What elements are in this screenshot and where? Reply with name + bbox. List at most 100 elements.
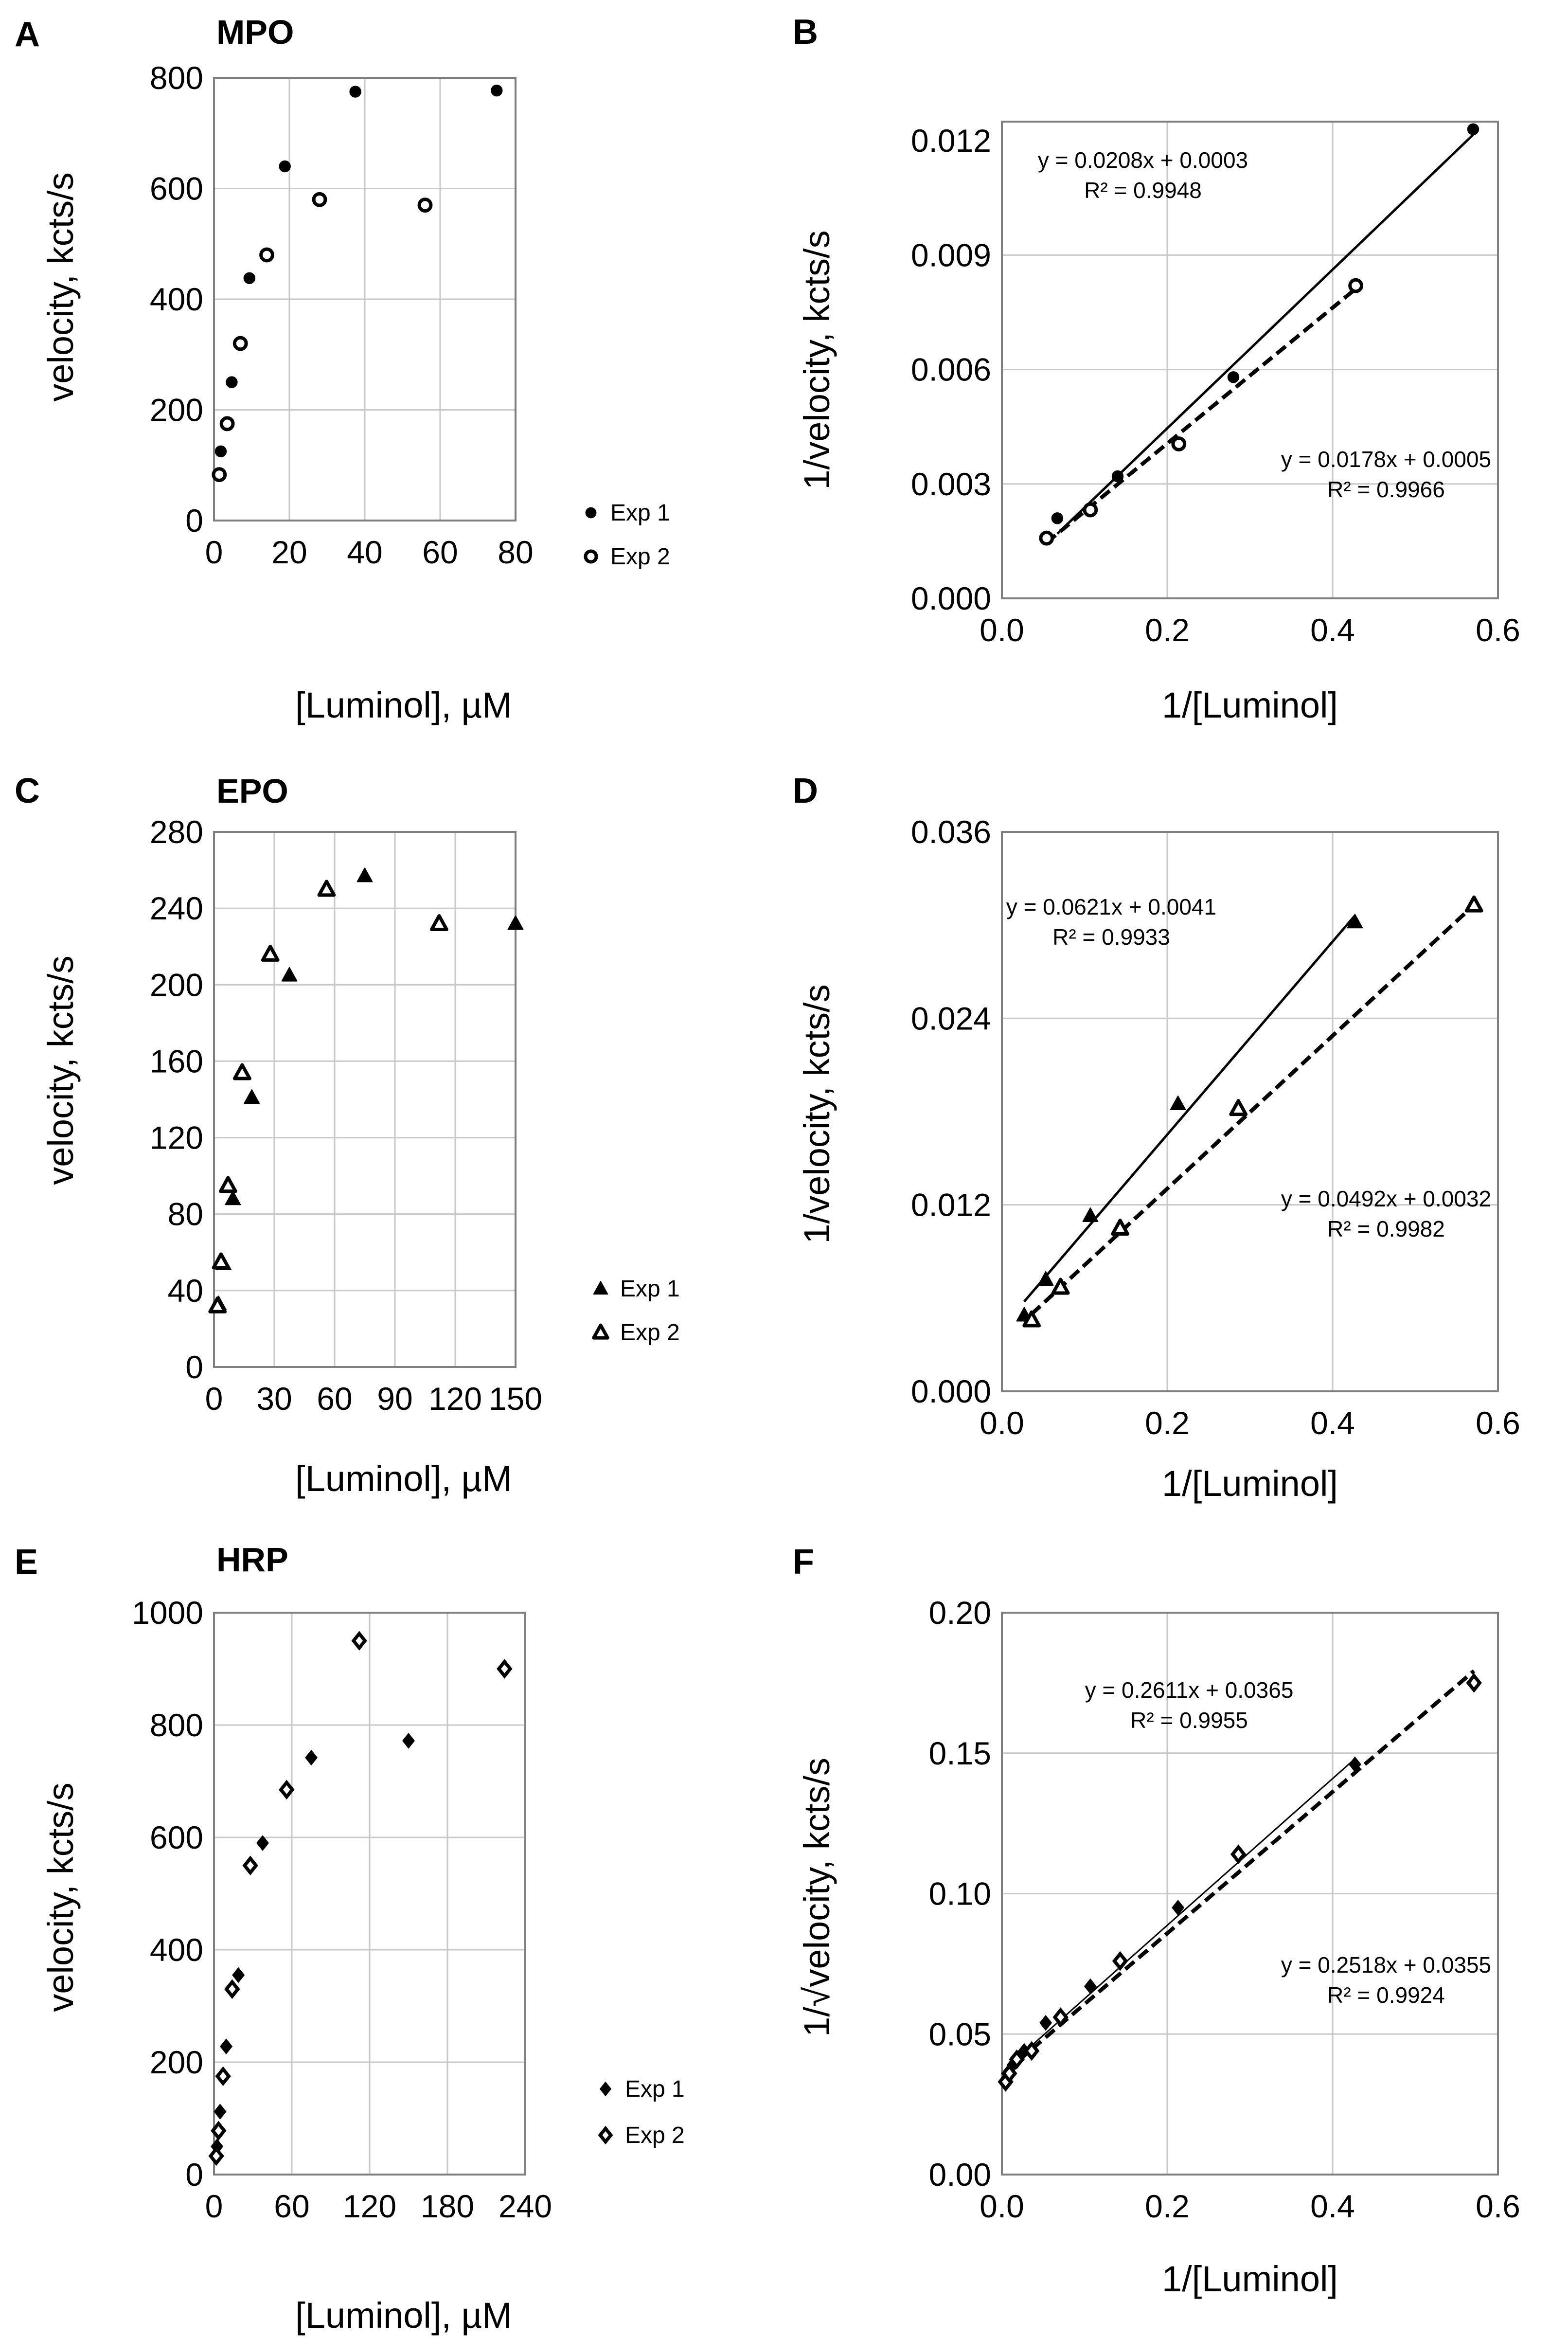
chart-panel-d: 0.0 0.2 0.4 0.6 0.000 0.012 0.024 0.036 1/[Lumin…: [793, 772, 1520, 1504]
data-point-exp-1: [225, 1190, 241, 1205]
y-tick-label: 0: [185, 1349, 203, 1385]
legend-entry: Exp 1: [599, 2076, 685, 2102]
data-point-exp-2: [1052, 2007, 1069, 2027]
data-point-exp-2: [208, 2146, 224, 2166]
trendline-r2: R² = 0.9966: [1327, 477, 1445, 502]
data-point-exp-2: [1039, 530, 1054, 546]
x-tick-label: 90: [377, 1381, 412, 1417]
trendline-exp-2: [1045, 287, 1357, 544]
legend-label: Exp 2: [620, 1320, 680, 1346]
y-tick-label: 600: [150, 171, 203, 207]
data-point-exp-1: [1082, 1207, 1099, 1222]
y-axis-label: velocity, kcts/s: [40, 955, 81, 1185]
x-axis-label: [Luminol], µM: [295, 1458, 512, 1499]
data-point-exp-1: [402, 1733, 415, 1749]
data-point-exp-2: [212, 1252, 231, 1270]
data-point-exp-2: [1022, 1310, 1041, 1328]
data-point-exp-1: [1347, 914, 1363, 929]
x-tick-label: 0.0: [980, 1405, 1024, 1441]
y-axis-label: 1/velocity, kcts/s: [797, 984, 837, 1243]
data-point-exp-1: [232, 1967, 245, 1983]
data-point-exp-1: [256, 1835, 269, 1851]
data-point-exp-2: [351, 1631, 367, 1651]
chart-panel-f: 0.0 0.2 0.4 0.6 0.00 0.05 0.10 0.15 0.20 1/[Lumin…: [793, 1543, 1520, 2299]
data-point-exp-2: [1171, 436, 1187, 451]
trendline-exp-1: [1056, 134, 1474, 535]
x-tick-label: 60: [274, 2188, 309, 2224]
legend-label: Exp 1: [620, 1276, 680, 1302]
trendline-equation: y = 0.2518x + 0.0355: [1281, 1952, 1491, 1978]
y-tick-label: 200: [150, 967, 203, 1003]
data-point-exp-2: [219, 1176, 237, 1193]
legend-label: Exp 1: [625, 2076, 685, 2102]
chart-title: HRP: [216, 1541, 288, 1579]
x-tick-label: 0.2: [1145, 612, 1190, 648]
x-axis-label: 1/[Luminol]: [1162, 685, 1338, 725]
data-point-exp-2: [242, 1855, 258, 1876]
y-tick-label: 0.20: [929, 1595, 991, 1631]
x-tick-label: 0.4: [1310, 612, 1355, 648]
x-tick-label: 0.6: [1476, 2188, 1520, 2224]
y-axis-label: velocity, kcts/s: [40, 1782, 81, 2012]
data-point-exp-1: [1170, 1096, 1186, 1110]
plot-frame: [1001, 831, 1499, 1392]
data-point-exp-2: [312, 192, 327, 207]
data-point-exp-1: [1084, 1978, 1097, 1995]
y-tick-label: 1000: [132, 1595, 203, 1631]
data-point-exp-1: [214, 2104, 227, 2120]
legend-label: Exp 2: [610, 544, 670, 570]
y-axis-label: 1/velocity, kcts/s: [797, 230, 837, 489]
data-point-exp-2: [417, 198, 433, 213]
data-point-exp-1: [1039, 2014, 1052, 2031]
trendline-exp-1: [1023, 915, 1356, 1303]
legend-marker: [593, 1281, 608, 1295]
data-point-exp-1: [244, 1089, 260, 1104]
y-tick-label: 200: [150, 2044, 203, 2080]
plot-frame: [213, 77, 517, 522]
data-point-exp-1: [1348, 1756, 1361, 1773]
data-point-exp-2: [1111, 1219, 1129, 1236]
data-point-exp-2: [1230, 1844, 1247, 1864]
trendline-exp-2: [1004, 1669, 1476, 2073]
data-point-exp-2: [1464, 895, 1483, 913]
panel-letter: F: [793, 1543, 814, 1582]
data-point-exp-2: [430, 914, 448, 932]
x-tick-label: 30: [256, 1381, 292, 1417]
y-tick-label: 0.012: [911, 123, 991, 159]
data-point-exp-1: [491, 84, 503, 97]
x-tick-label: 0.0: [980, 2188, 1024, 2224]
x-tick-label: 0: [205, 1381, 223, 1417]
legend-marker: [585, 507, 597, 519]
data-point-exp-1: [1172, 1900, 1185, 1916]
y-tick-label: 120: [150, 1120, 203, 1156]
data-point-exp-1: [281, 967, 298, 982]
legend-marker: [599, 2081, 612, 2097]
chart-title: EPO: [216, 772, 288, 810]
plot-frame: [213, 831, 517, 1368]
y-tick-label: 0.036: [911, 814, 991, 850]
y-tick-label: 800: [150, 1707, 203, 1743]
y-tick-label: 0.05: [929, 2016, 991, 2052]
y-tick-label: 0.003: [911, 466, 991, 502]
data-point-exp-1: [243, 272, 256, 284]
data-point-exp-1: [1111, 470, 1124, 483]
x-tick-label: 120: [343, 2188, 396, 2224]
y-tick-label: 280: [150, 814, 203, 850]
x-tick-label: 20: [271, 534, 307, 570]
x-tick-label: 0.4: [1310, 2188, 1355, 2224]
data-point-exp-1: [1037, 1271, 1054, 1286]
legend-entry: Exp 2: [584, 544, 670, 570]
x-axis-label: 1/[Luminol]: [1162, 2259, 1338, 2299]
data-point-exp-2: [212, 467, 227, 482]
x-tick-label: 0.0: [980, 612, 1024, 648]
legend-marker: [598, 2125, 613, 2145]
x-tick-label: 0: [205, 2188, 223, 2224]
y-tick-label: 400: [150, 1932, 203, 1968]
data-point-exp-2: [232, 1063, 251, 1080]
x-tick-label: 0.6: [1476, 612, 1520, 648]
x-tick-label: 40: [347, 534, 382, 570]
x-tick-label: 0.2: [1145, 1405, 1190, 1441]
y-tick-label: 0: [185, 2157, 203, 2193]
data-point-exp-2: [1229, 1099, 1248, 1116]
